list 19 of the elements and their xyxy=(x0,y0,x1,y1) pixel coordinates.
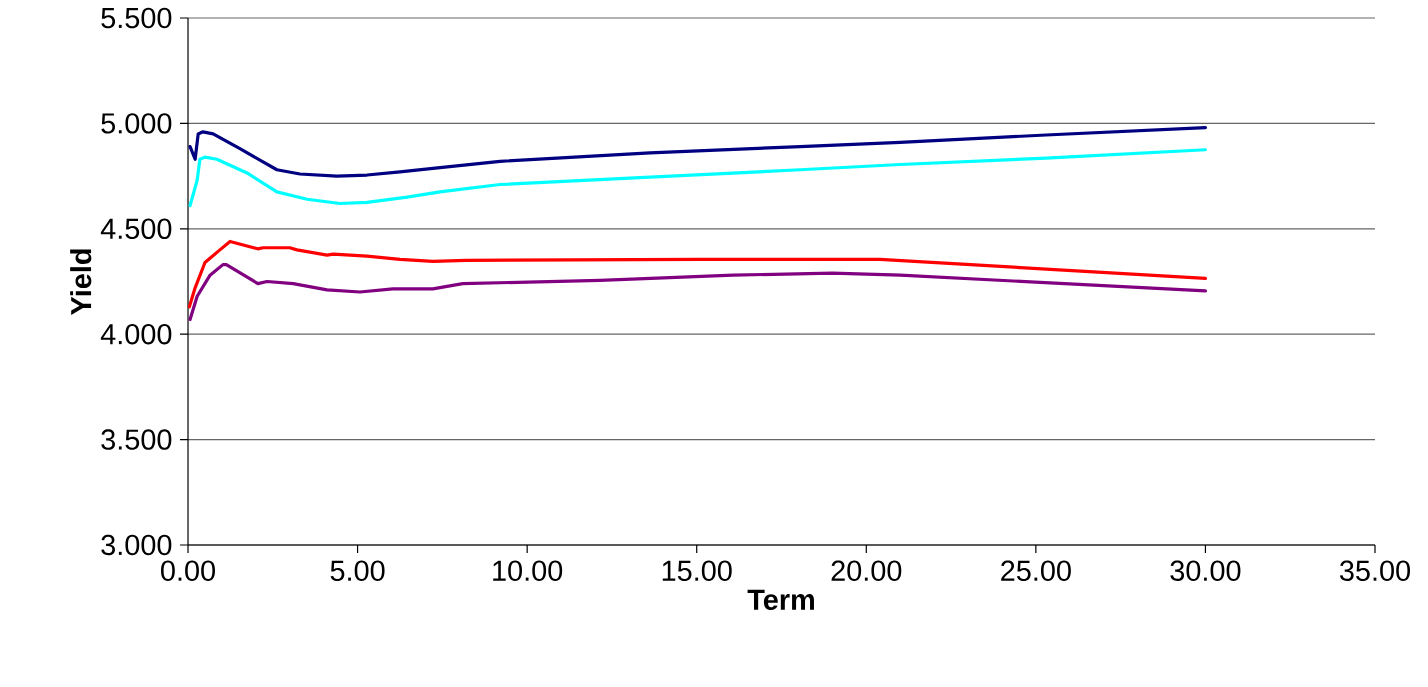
x-tick-label: 15.00 xyxy=(662,560,732,581)
y-tick-label: 5.500 xyxy=(101,7,172,29)
y-tick-label: 3.500 xyxy=(101,429,172,450)
line-series xyxy=(188,263,1208,322)
x-tick-label: 5.00 xyxy=(330,560,385,581)
x-axis-title: Term xyxy=(747,589,814,610)
y-axis-title: Yield xyxy=(70,249,92,315)
line-series xyxy=(188,126,1208,178)
x-tick-label: 35.00 xyxy=(1339,560,1411,581)
x-tick-label: 10.00 xyxy=(493,560,563,581)
y-tick-label: 5.000 xyxy=(101,113,172,134)
x-tick-label: 0.00 xyxy=(161,560,215,581)
x-tick-label: 25.00 xyxy=(1001,560,1071,581)
y-tick-label: 3.000 xyxy=(101,534,172,556)
line-series xyxy=(188,148,1208,208)
x-tick-label: 20.00 xyxy=(831,560,902,581)
y-tick-label: 4.500 xyxy=(100,218,172,240)
x-tick-label: 30.00 xyxy=(1170,560,1241,581)
y-tick-label: 4.000 xyxy=(100,323,172,345)
